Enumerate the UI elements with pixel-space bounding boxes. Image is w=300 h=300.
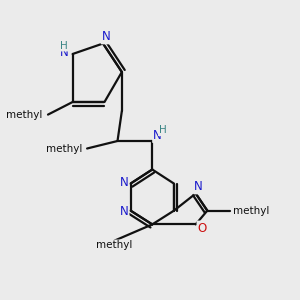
Text: H: H: [159, 125, 167, 135]
Text: methyl: methyl: [233, 206, 270, 216]
Text: N: N: [153, 129, 162, 142]
Text: methyl: methyl: [96, 240, 132, 250]
Text: N: N: [120, 205, 128, 218]
Text: methyl: methyl: [6, 110, 43, 120]
Text: N: N: [59, 46, 68, 59]
Text: O: O: [197, 221, 207, 235]
Text: N: N: [120, 176, 128, 189]
Text: H: H: [60, 40, 68, 51]
Text: methyl: methyl: [46, 144, 82, 154]
Text: N: N: [101, 30, 110, 44]
Text: N: N: [194, 180, 203, 194]
